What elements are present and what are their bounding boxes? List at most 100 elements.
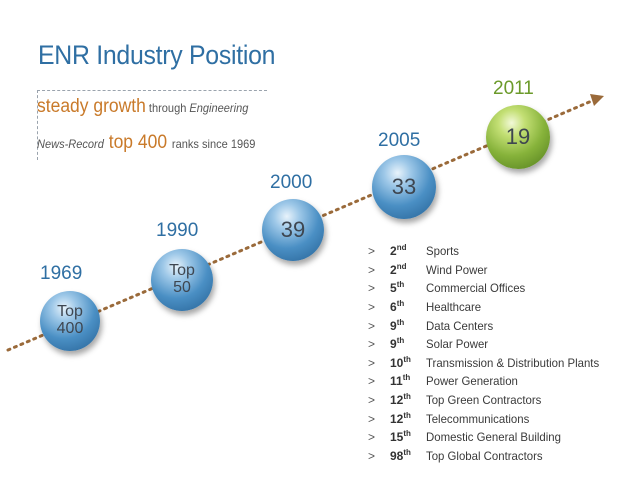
ranking-suffix: nd (396, 261, 407, 271)
ranking-item: >15th Domestic General Building (368, 428, 608, 447)
milestone-year-1990: 1990 (156, 220, 199, 241)
line1-segment: Engineering (189, 101, 249, 115)
line1-segment: through (145, 101, 190, 115)
bullet-arrow-icon: > (368, 300, 376, 315)
ranking-item: >12th Top Green Contractors (368, 391, 608, 410)
milestone-label-line1: 39 (280, 217, 306, 243)
ranking-suffix: th (402, 373, 411, 383)
ranking-item: >11th Power Generation (368, 372, 608, 391)
bullet-arrow-icon: > (368, 337, 376, 352)
ranking-number: 9 (390, 337, 397, 352)
ranking-item: >2nd Sports (368, 242, 608, 261)
ranking-category: Healthcare (426, 300, 482, 315)
slide-title: ENR Industry Position (38, 40, 276, 70)
milestone-year-1969: 1969 (40, 263, 83, 284)
bullet-arrow-icon: > (368, 374, 376, 389)
line2-segment: News-Record (37, 137, 104, 151)
milestone-ball-1969: Top 400 (40, 291, 100, 351)
ranking-number: 2 (390, 262, 397, 277)
milestone-label-line1: 33 (391, 174, 417, 200)
ranking-item: >2nd Wind Power (368, 261, 608, 280)
ranking-item: >98th Top Global Contractors (368, 447, 608, 466)
bullet-arrow-icon: > (368, 448, 376, 463)
milestone-ball-2005: 33 (372, 155, 436, 219)
ranking-number: 10 (390, 355, 404, 370)
ranking-suffix: th (396, 280, 405, 290)
milestone-ball-2000: 39 (262, 199, 324, 261)
bullet-arrow-icon: > (368, 244, 376, 259)
ranking-suffix: th (403, 354, 411, 364)
ranking-category: Transmission & Distribution Plants (426, 355, 600, 370)
ranking-position: 15th (390, 429, 426, 445)
ranking-item: >10th Transmission & Distribution Plants (368, 354, 608, 373)
trend-arrowhead-icon (590, 94, 604, 106)
ranking-item: >9th Data Centers (368, 316, 608, 335)
ranking-position: 10th (390, 354, 426, 370)
ranking-category: Telecommunications (426, 411, 530, 426)
ranking-category: Top Global Contractors (426, 448, 543, 463)
ranking-suffix: nd (396, 243, 407, 253)
ranking-suffix: th (403, 392, 411, 402)
bullet-arrow-icon: > (368, 318, 376, 333)
ranking-suffix: th (396, 299, 405, 309)
ranking-position: 6th (390, 299, 426, 315)
ranking-number: 11 (390, 374, 403, 389)
ranking-number: 12 (390, 393, 404, 408)
ranking-number: 15 (390, 430, 404, 445)
ranking-position: 2nd (390, 243, 426, 259)
bullet-arrow-icon: > (368, 355, 376, 370)
ranking-position: 5th (390, 280, 426, 296)
ranking-number: 2 (390, 244, 397, 259)
milestone-label-line1: Top (57, 303, 83, 321)
line1-segment: steady growth (37, 96, 146, 117)
rankings-list: >2nd Sports >2nd Wind Power >5th Commercial O… (368, 242, 608, 465)
milestone-label-line2: 50 (173, 279, 191, 296)
bullet-arrow-icon: > (368, 281, 376, 296)
milestone-ball-1990: Top 50 (151, 249, 213, 311)
ranking-position: 2nd (390, 261, 426, 277)
milestone-label-line2: 400 (56, 320, 84, 337)
milestone-year-2000: 2000 (270, 172, 313, 193)
milestone-ball-2011: 19 (486, 105, 550, 169)
bullet-arrow-icon: > (368, 393, 376, 408)
milestone-label-line1: 19 (505, 124, 531, 150)
ranking-number: 5 (390, 281, 397, 296)
ranking-category: Power Generation (426, 374, 518, 389)
ranking-position: 98th (390, 447, 426, 463)
ranking-item: >9th Solar Power (368, 335, 608, 354)
ranking-position: 11th (390, 373, 426, 389)
ranking-category: Commercial Offices (426, 281, 526, 296)
ranking-number: 12 (390, 411, 404, 426)
bullet-arrow-icon: > (368, 262, 376, 277)
ranking-number: 9 (390, 318, 397, 333)
milestone-year-2005: 2005 (378, 130, 421, 151)
ranking-item: >12th Telecommunications (368, 409, 608, 428)
ranking-category: Sports (426, 244, 459, 259)
ranking-suffix: th (403, 429, 411, 439)
ranking-category: Wind Power (426, 262, 488, 277)
ranking-position: 9th (390, 336, 426, 352)
bullet-arrow-icon: > (368, 411, 376, 426)
bullet-arrow-icon: > (368, 430, 376, 445)
subtitle-line-2: News-Record top 400 ranks since 1969 (37, 132, 255, 154)
ranking-number: 6 (390, 300, 397, 315)
milestone-year-2011: 2011 (493, 78, 534, 99)
ranking-suffix: th (403, 447, 411, 457)
ranking-category: Solar Power (426, 337, 489, 352)
ranking-item: >6th Healthcare (368, 298, 608, 317)
ranking-suffix: th (396, 336, 405, 346)
ranking-suffix: th (396, 317, 405, 327)
ranking-suffix: th (403, 410, 411, 420)
ranking-category: Top Green Contractors (426, 393, 542, 408)
line2-segment: ranks since 1969 (171, 137, 256, 151)
subtitle-bracket-vertical (37, 90, 38, 160)
subtitle-line-1: steady growth through Engineering (37, 96, 248, 118)
ranking-category: Data Centers (426, 318, 494, 333)
ranking-category: Domestic General Building (426, 430, 561, 445)
subtitle-bracket-horizontal (37, 90, 267, 91)
line2-segment: top 400 (103, 132, 172, 153)
ranking-position: 12th (390, 410, 426, 426)
milestone-label-line1: Top (169, 262, 195, 280)
ranking-position: 12th (390, 392, 426, 408)
ranking-item: >5th Commercial Offices (368, 279, 608, 298)
